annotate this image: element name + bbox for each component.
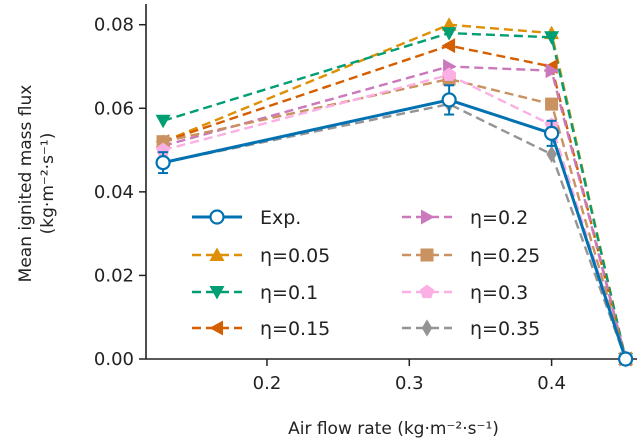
legend-label: η=0.1 bbox=[260, 282, 318, 304]
y-tick-label: 0.06 bbox=[94, 98, 134, 119]
data-point bbox=[544, 125, 560, 141]
series-line bbox=[162, 102, 627, 360]
axes: 0.00 0.02 0.04 0.06 0.08 0.2 0.3 0.4 Air flow ra… bbox=[16, 4, 637, 439]
y-tick-label: 0.00 bbox=[94, 349, 134, 370]
legend-item: Exp. bbox=[192, 207, 301, 229]
x-tick-label: 0.2 bbox=[253, 373, 282, 394]
data-point bbox=[441, 92, 457, 108]
series-5 bbox=[156, 72, 633, 366]
legend-marker bbox=[209, 320, 223, 336]
y-tick-label: 0.08 bbox=[94, 15, 134, 36]
legend-label: η=0.2 bbox=[470, 207, 528, 229]
x-tick-label: 0.4 bbox=[537, 373, 566, 394]
legend-marker bbox=[421, 319, 433, 337]
legend-marker bbox=[420, 248, 434, 262]
data-point bbox=[441, 38, 456, 54]
legend-item: η=0.2 bbox=[402, 207, 528, 229]
series-3 bbox=[155, 38, 632, 367]
legend-marker bbox=[209, 247, 225, 261]
legend: Exp. η=0.05 η=0.1 η=0.15 η=0.2 η=0.25 η=0.3 η=0… bbox=[192, 207, 540, 340]
legend-item: η=0.35 bbox=[402, 318, 540, 340]
legend-item: η=0.05 bbox=[192, 245, 330, 267]
series-line bbox=[162, 77, 627, 360]
legend-item: η=0.3 bbox=[402, 282, 528, 304]
legend-label: η=0.3 bbox=[470, 282, 528, 304]
legend-item: η=0.25 bbox=[402, 245, 540, 267]
legend-item: η=0.15 bbox=[192, 318, 330, 340]
y-tick-label: 0.02 bbox=[94, 265, 134, 286]
legend-label: η=0.25 bbox=[470, 245, 540, 267]
series-line bbox=[162, 31, 627, 360]
legend-marker bbox=[209, 209, 225, 225]
y-tick-label: 0.04 bbox=[94, 182, 134, 203]
data-point bbox=[155, 114, 171, 129]
data-point bbox=[545, 63, 560, 79]
legend-marker bbox=[419, 284, 435, 299]
legend-marker bbox=[209, 286, 225, 300]
series-7 bbox=[157, 95, 631, 368]
legend-label: η=0.05 bbox=[260, 245, 330, 267]
series-1 bbox=[155, 17, 634, 365]
legend-label: η=0.15 bbox=[260, 318, 330, 340]
data-point bbox=[544, 31, 560, 45]
data-point bbox=[441, 27, 457, 41]
data-point bbox=[442, 67, 457, 81]
legend-label: Exp. bbox=[260, 207, 301, 229]
series-0 bbox=[155, 84, 634, 367]
legend-marker bbox=[421, 209, 435, 225]
plot-area bbox=[155, 17, 634, 368]
data-point bbox=[545, 97, 559, 111]
series-line bbox=[162, 65, 627, 360]
x-tick-label: 0.3 bbox=[395, 373, 424, 394]
x-axis-label: Air flow rate (kg·m⁻²·s⁻¹) bbox=[288, 419, 499, 439]
y-axis-label-units: (kg·m⁻²·s⁻¹) bbox=[38, 133, 58, 235]
series-2 bbox=[155, 27, 634, 367]
data-point bbox=[155, 155, 171, 171]
series-line bbox=[162, 44, 627, 360]
data-point bbox=[618, 351, 634, 367]
legend-label: η=0.35 bbox=[470, 318, 540, 340]
series-line bbox=[162, 23, 627, 360]
series-4 bbox=[157, 59, 634, 367]
series-line bbox=[162, 98, 628, 360]
legend-item: η=0.1 bbox=[192, 282, 318, 304]
data-point bbox=[546, 145, 557, 163]
y-axis-label: Mean ignited mass flux bbox=[16, 85, 36, 283]
